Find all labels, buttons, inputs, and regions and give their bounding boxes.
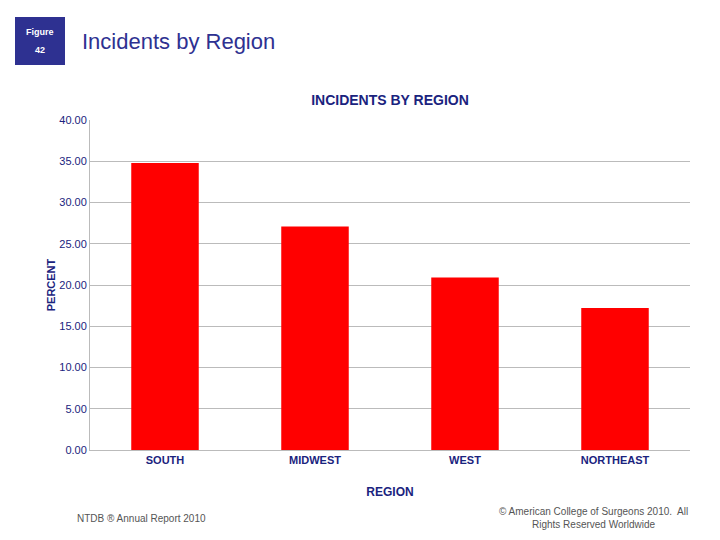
- svg-text:25.00: 25.00: [59, 238, 87, 250]
- svg-text:Figure: Figure: [26, 27, 54, 37]
- svg-text:15.00: 15.00: [59, 320, 87, 332]
- svg-text:42: 42: [35, 45, 45, 55]
- svg-text:20.00: 20.00: [59, 279, 87, 291]
- svg-text:PERCENT: PERCENT: [45, 258, 57, 311]
- svg-text:0.00: 0.00: [65, 444, 86, 456]
- svg-text:NORTHEAST: NORTHEAST: [581, 454, 650, 466]
- svg-text:MIDWEST: MIDWEST: [289, 454, 341, 466]
- svg-text:Incidents by Region: Incidents by Region: [82, 29, 275, 54]
- svg-text:© American College of Surgeons: © American College of Surgeons 2010. All…: [499, 506, 688, 530]
- svg-text:40.00: 40.00: [59, 114, 87, 126]
- svg-text:INCIDENTS BY REGION: INCIDENTS BY REGION: [311, 92, 469, 108]
- svg-text:NTDB ® Annual Report 2010: NTDB ® Annual Report 2010: [77, 513, 206, 524]
- svg-text:REGION: REGION: [366, 485, 413, 499]
- svg-text:30.00: 30.00: [59, 196, 87, 208]
- svg-text:WEST: WEST: [449, 454, 481, 466]
- svg-text:10.00: 10.00: [59, 361, 87, 373]
- svg-text:35.00: 35.00: [59, 155, 87, 167]
- svg-text:SOUTH: SOUTH: [146, 454, 185, 466]
- svg-text:5.00: 5.00: [65, 403, 86, 415]
